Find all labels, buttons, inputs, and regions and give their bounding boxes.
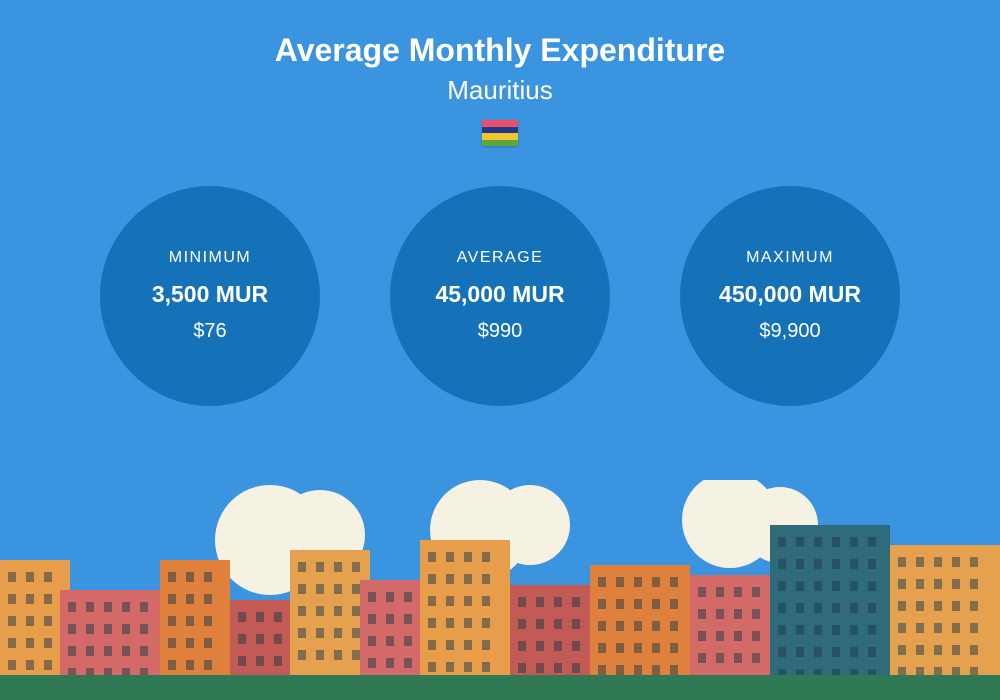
stat-label: MAXIMUM (746, 249, 834, 267)
stat-amount: 450,000 MUR (719, 281, 861, 308)
stat-label: AVERAGE (457, 249, 544, 267)
stat-amount: 45,000 MUR (435, 281, 564, 308)
cityscape-illustration (0, 480, 1000, 700)
stat-circle-maximum: MAXIMUM 450,000 MUR $9,900 (680, 186, 900, 406)
flag-stripe (482, 140, 518, 147)
stat-label: MINIMUM (169, 249, 251, 267)
stat-usd: $76 (193, 320, 226, 343)
stat-amount: 3,500 MUR (152, 281, 268, 308)
stat-circle-minimum: MINIMUM 3,500 MUR $76 (100, 186, 320, 406)
page-subtitle: Mauritius (0, 75, 1000, 106)
stat-usd: $9,900 (759, 320, 820, 343)
flag-icon (482, 120, 518, 146)
stat-circle-average: AVERAGE 45,000 MUR $990 (390, 186, 610, 406)
stat-circles: MINIMUM 3,500 MUR $76 AVERAGE 45,000 MUR… (0, 186, 1000, 406)
page-title: Average Monthly Expenditure (0, 32, 1000, 69)
stat-usd: $990 (478, 320, 523, 343)
header: Average Monthly Expenditure Mauritius (0, 0, 1000, 146)
